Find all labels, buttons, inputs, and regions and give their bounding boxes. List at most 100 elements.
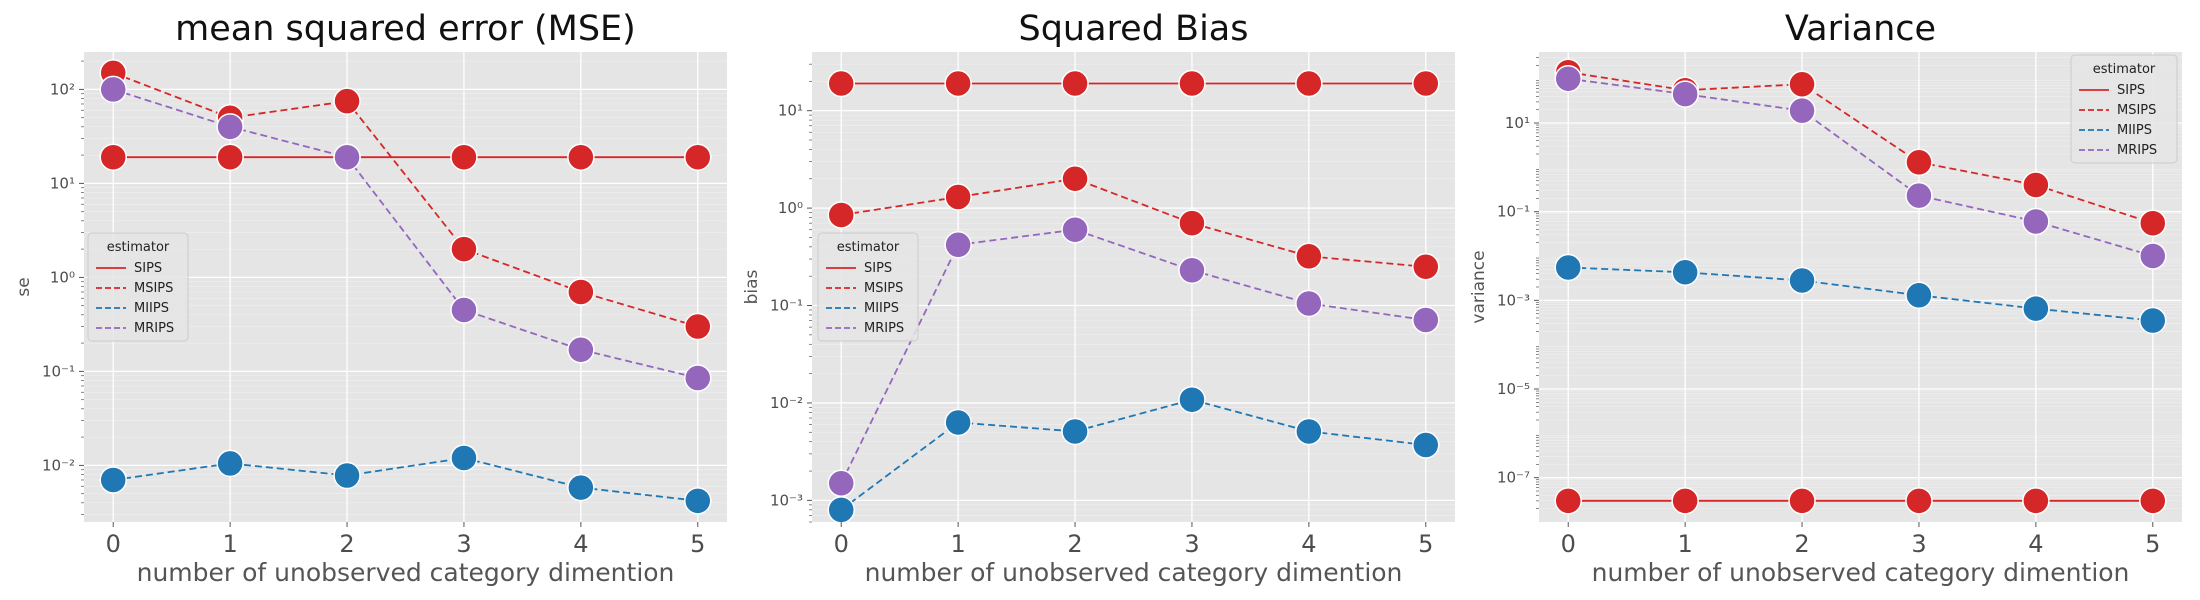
data-point-mrips [1788,96,1816,125]
x-tick-label: 3 [1911,530,1926,558]
data-point-mrips [2022,207,2050,236]
data-point-msips [1295,242,1323,271]
data-point-sips [827,69,855,98]
data-point-sips [216,143,244,171]
data-point-msips [1412,253,1440,281]
chart-panel-3: 10⁻⁷ 10⁻⁵ 10⁻³ 10⁻¹ 10¹ 0 1 2 3 4 5 Variance number … [1469,9,2182,587]
data-point-sips [2139,487,2167,515]
x-tick-label: 0 [106,530,121,558]
data-point-msips [333,87,361,115]
data-point-sips [99,143,127,171]
data-point-msips [2139,209,2167,237]
legend-box [87,232,189,342]
x-tick-label: 0 [834,530,849,558]
data-point-miips [684,487,712,515]
y-tick-label: 10⁻³ [1497,291,1530,309]
x-tick-label: 0 [1561,530,1576,558]
data-point-msips [2022,171,2050,199]
x-tick-label: 3 [456,530,471,558]
data-point-msips [1061,165,1089,193]
data-point-msips [827,201,855,229]
data-point-sips [1412,69,1440,98]
data-point-mrips [944,231,972,259]
data-point-miips [1061,417,1089,446]
data-point-sips [1295,69,1323,98]
data-point-miips [944,408,972,437]
legend-title: estimator [2093,62,2156,77]
legend-label-sips: SIPS [864,261,892,276]
x-tick-label: 5 [2145,530,2160,558]
chart-title: Squared Bias [1019,9,1249,49]
y-axis-label: se [14,277,34,296]
legend-label-miips: MIIPS [134,301,169,316]
data-point-miips [1671,258,1699,287]
x-tick-label: 4 [2028,530,2043,558]
data-point-msips [1788,70,1816,98]
x-tick-label: 2 [339,530,354,558]
data-point-msips [944,183,972,211]
data-point-sips [1671,487,1699,515]
x-tick-label: 1 [222,530,237,558]
y-tick-label: 10¹ [1505,114,1530,132]
x-tick-label: 2 [1067,530,1082,558]
data-point-sips [944,69,972,98]
data-point-msips [1905,148,1933,177]
data-point-sips [450,143,478,171]
legend-title: estimator [107,240,170,255]
data-point-miips [1295,417,1323,446]
series-line-mrips [840,228,1426,484]
y-tick-label: 10⁰ [778,199,803,217]
x-tick-label: 3 [1184,530,1199,558]
grid [812,52,1455,523]
y-tick-label: 10⁻⁵ [1497,380,1530,398]
x-tick-label: 5 [1418,530,1433,558]
grid [84,52,727,522]
data-point-mrips [1554,64,1582,93]
chart-panel-2: 10⁻³ 10⁻² 10⁻¹ 10⁰ 10¹ 0 1 2 3 4 5 Squared Bias numb… [742,9,1455,587]
data-point-mrips [684,364,712,392]
legend: estimator SIPS MSIPS MIIPS MRIPS [87,232,189,342]
data-point-sips [1061,69,1089,98]
data-point-sips [1788,487,1816,515]
y-tick-label: 10⁻² [770,394,803,412]
data-point-mrips [1061,215,1089,244]
y-tick-label: 10⁻¹ [1497,203,1530,221]
y-tick-label: 10⁻¹ [770,297,803,315]
data-point-mrips [1412,306,1440,334]
data-point-sips [1554,487,1582,515]
data-point-msips [1178,209,1206,237]
data-point-mrips [333,143,361,171]
data-point-mrips [827,469,855,497]
data-point-msips [567,278,595,306]
data-point-miips [2139,306,2167,335]
x-axis-label: number of unobserved category dimention [137,558,675,587]
data-point-miips [1905,281,1933,310]
y-axis-label: variance [1469,250,1489,323]
legend-title: estimator [837,240,900,255]
legend-box [817,232,919,342]
series-line-mrips [112,88,699,379]
data-point-mrips [1178,256,1206,285]
x-tick-label: 4 [573,530,588,558]
series-line-msips [841,177,1426,268]
x-axis-label: number of unobserved category dimention [1592,558,2130,587]
data-point-msips [684,312,712,341]
data-point-msips [450,235,478,263]
legend-box [2070,54,2178,164]
x-tick-label: 1 [950,530,965,558]
chart-panel-1: 10⁻² 10⁻¹ 10⁰ 10¹ 10² 0 1 2 3 4 5 mean squared erro… [14,9,727,587]
legend-label-mrips: MRIPS [864,321,904,336]
data-point-sips [1905,487,1933,515]
legend-label-miips: MIIPS [864,301,899,316]
plot-area [812,52,1455,522]
legend-label-sips: SIPS [2117,83,2145,98]
data-point-mrips [99,75,127,104]
series-layer [827,69,1440,522]
data-point-mrips [1905,181,1933,210]
data-point-miips [450,444,478,472]
legend-label-msips: MSIPS [2117,103,2156,118]
data-point-mrips [567,335,595,364]
data-point-mrips [1295,289,1323,318]
series-line-miips [1568,266,2153,322]
data-point-mrips [2139,242,2167,270]
